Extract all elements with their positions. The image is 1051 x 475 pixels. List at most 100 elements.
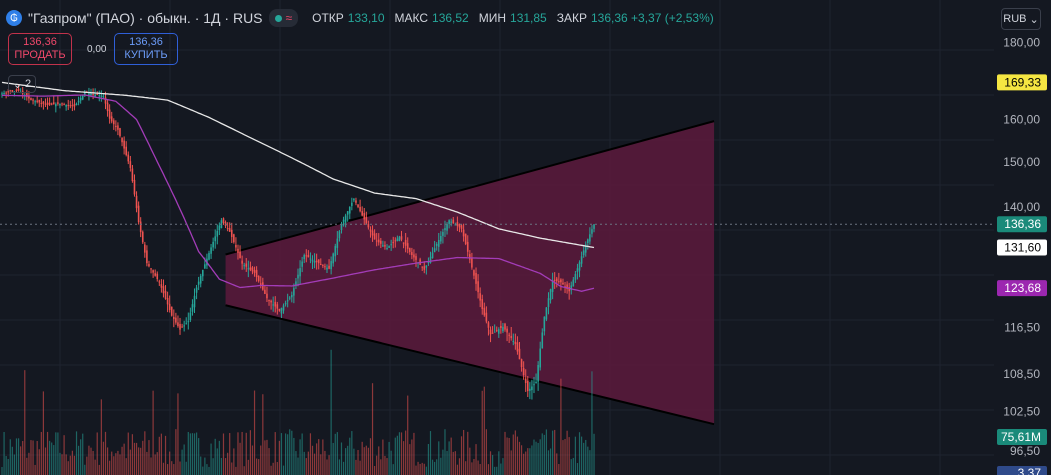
candle-body: [593, 224, 595, 229]
volume-bar: [241, 431, 243, 475]
candle-body: [59, 103, 61, 106]
volume-bar: [13, 454, 16, 475]
volume-bar: [473, 459, 475, 475]
candle-body: [67, 105, 70, 107]
volume-bar: [148, 440, 150, 475]
candle-body: [547, 298, 550, 308]
instrument-title[interactable]: "Газпром" (ПАО) · обыкн. · 1Д · RUS: [28, 10, 263, 26]
volume-bar: [297, 457, 299, 475]
volume-bar: [214, 438, 216, 475]
volume-bar: [535, 441, 537, 475]
candle-body: [266, 293, 268, 299]
candle-body: [479, 293, 481, 301]
candle-body: [311, 259, 314, 262]
indicators-toggle-button[interactable]: ⌄ 2: [8, 75, 36, 93]
volume-bar: [531, 445, 533, 475]
volume-bar: [349, 437, 351, 475]
candle-body: [197, 281, 200, 285]
candle-body: [562, 282, 564, 285]
candle-body: [322, 264, 324, 266]
volume-bar: [409, 444, 411, 475]
volume-bar: [46, 431, 49, 475]
buy-button[interactable]: 136,36 КУПИТЬ: [114, 33, 178, 65]
candle-body: [212, 241, 214, 248]
volume-bar: [552, 430, 554, 475]
candle-body: [408, 248, 411, 252]
candle-body: [346, 211, 349, 215]
ma-long-line: [1, 81, 595, 249]
candle-body: [195, 287, 198, 293]
candle-body: [276, 304, 279, 309]
candle-body: [450, 221, 452, 223]
candle-body: [319, 264, 322, 266]
volume-bar: [249, 430, 251, 475]
volume-bar: [237, 432, 239, 475]
candle-body: [228, 228, 231, 232]
currency-label: RUB: [1003, 13, 1027, 25]
candle-body: [315, 260, 318, 263]
volume-bar: [121, 446, 123, 475]
volume-bar: [560, 378, 562, 475]
volume-bar: [378, 446, 380, 475]
candle-body: [259, 283, 262, 286]
candle-body: [498, 329, 500, 334]
candle-body: [69, 105, 72, 107]
volume-bar: [365, 445, 367, 475]
volume-bar: [200, 456, 202, 475]
volume-bar: [243, 466, 245, 475]
candle-body: [406, 243, 409, 249]
candle-body: [177, 322, 179, 327]
candle-body: [123, 140, 125, 149]
volume-bar: [589, 450, 591, 475]
volume-bar: [320, 454, 322, 475]
candle-body: [173, 316, 175, 320]
currency-selector[interactable]: RUB ⌄: [1001, 8, 1041, 30]
volume-bar: [444, 429, 446, 475]
candle-body: [164, 290, 167, 299]
candle-body: [404, 239, 407, 246]
ohlc-high-value: 136,52: [432, 11, 469, 25]
candle-body: [150, 268, 152, 270]
candle-body: [537, 364, 539, 382]
candle-body: [239, 251, 241, 259]
triangle-lower-line: [225, 304, 715, 426]
candle-body: [431, 252, 434, 259]
volume-bar: [175, 429, 177, 475]
volume-bar: [485, 429, 487, 475]
candle-body: [135, 195, 138, 209]
volume-bar: [57, 432, 59, 475]
candle-body: [560, 279, 562, 283]
volume-bar: [313, 453, 316, 475]
volume-bar: [5, 456, 7, 475]
candle-body: [133, 179, 136, 195]
candle-body: [512, 341, 515, 343]
candle-body: [65, 104, 67, 107]
candle-body: [458, 224, 461, 228]
volume-bar: [388, 441, 390, 475]
volume-bar: [545, 429, 548, 475]
bottom-badge: [997, 466, 1047, 475]
candle-body: [284, 302, 287, 305]
market-status[interactable]: ≈: [268, 9, 299, 27]
candle-body: [363, 213, 366, 220]
candle-body: [251, 267, 254, 272]
volume-bar: [156, 452, 158, 475]
volume-bar: [138, 447, 140, 475]
volume-bar: [80, 439, 82, 475]
candle-body: [425, 265, 428, 268]
candle-body: [117, 125, 119, 130]
volume-bar: [210, 443, 212, 475]
volume-bar: [162, 462, 165, 475]
candle-body: [282, 305, 285, 311]
volume-bar: [576, 463, 579, 475]
ma-short-line: [1, 94, 595, 292]
volume-bar: [318, 439, 320, 475]
candle-body: [295, 281, 297, 286]
candle-body: [578, 262, 581, 271]
candle-body: [584, 244, 587, 253]
candle-body: [30, 98, 32, 101]
volume-bar: [140, 447, 142, 475]
volume-bar: [525, 451, 527, 475]
sell-button[interactable]: 136,36 ПРОДАТЬ: [8, 33, 72, 65]
